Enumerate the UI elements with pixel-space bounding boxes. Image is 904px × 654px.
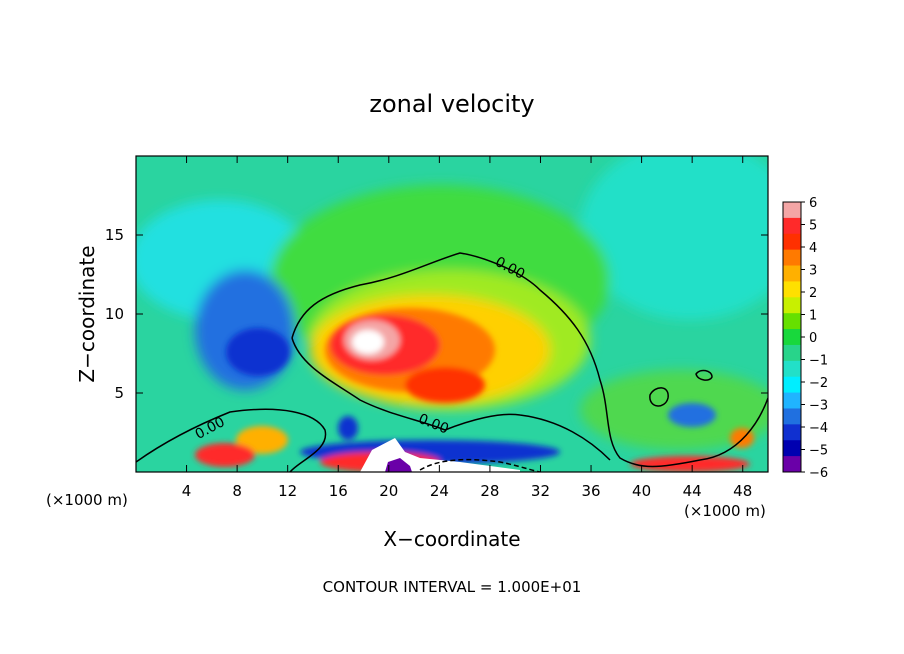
contour-interval-note: CONTOUR INTERVAL = 1.000E+01 — [323, 578, 582, 596]
y-axis-label: Z−coordinate — [75, 245, 99, 382]
colorbar-swatch — [783, 376, 801, 394]
field-red-lower — [405, 367, 485, 403]
x-tick-label: 16 — [329, 482, 348, 500]
colorbar-swatch — [783, 456, 801, 473]
negative-contour-bottom — [419, 458, 541, 472]
colorbar-tick-label: 4 — [809, 241, 817, 256]
colorbar-tick-label: 1 — [809, 309, 817, 324]
x-tick-label: 12 — [278, 482, 297, 500]
colorbar-tick-label: 5 — [809, 219, 817, 234]
y-tick-label: 15 — [105, 226, 124, 244]
colorbar-tick-label: −4 — [809, 421, 828, 436]
x-tick-label: 28 — [480, 482, 499, 500]
chart-title: zonal velocity — [369, 90, 534, 118]
colorbar: 6 5 4 3 2 1 0 −1 −2 −3 −4 −5 −6 — [782, 196, 828, 481]
colorbar-tick-label: −5 — [809, 444, 828, 459]
zero-contour-loop-a — [649, 387, 669, 407]
colorbar-tick-label: −2 — [809, 376, 828, 391]
colorbar-tick-label: 2 — [809, 286, 817, 301]
colorbar-tick-label: 0 — [809, 331, 817, 346]
plot-field — [136, 156, 768, 472]
colorbar-swatch — [783, 313, 801, 330]
x-tick-label: 24 — [430, 482, 449, 500]
colorbar-tick-label: −6 — [809, 466, 828, 481]
x-tick-label: 4 — [182, 482, 192, 500]
x-axis-label: X−coordinate — [383, 527, 520, 551]
field-left-orange — [236, 426, 288, 454]
colorbar-swatch — [783, 217, 801, 235]
field-purple-bottom — [385, 458, 412, 472]
colorbar-tick-label: 6 — [809, 196, 817, 211]
colorbar-swatch — [783, 297, 801, 314]
field-left-red — [195, 443, 255, 467]
colorbar-swatch — [783, 360, 801, 378]
colorbar-swatch — [783, 233, 801, 251]
field-right-blue — [668, 403, 716, 427]
colorbar-swatch — [783, 202, 801, 219]
colorbar-swatch — [783, 392, 801, 409]
x-tick-label: 40 — [632, 482, 651, 500]
zero-contour-left — [136, 408, 327, 472]
x-tick-label: 32 — [531, 482, 550, 500]
x-tick-label: 44 — [683, 482, 702, 500]
zero-contours — [136, 252, 768, 472]
field-upper-right — [580, 156, 768, 320]
field-bottom-right-red — [630, 456, 750, 472]
colorbar-tick-label: −1 — [809, 354, 828, 369]
colorbar-swatch — [783, 329, 801, 346]
field-white-max — [352, 330, 384, 354]
colorbar-tick-label: 3 — [809, 264, 817, 279]
colorbar-swatch — [783, 424, 801, 441]
x-unit-right: (×1000 m) — [684, 502, 766, 520]
colorbar-swatch — [783, 408, 801, 425]
x-tick-label: 20 — [379, 482, 398, 500]
y-axis: 5 10 15 — [105, 226, 768, 402]
field-dark-blue — [226, 328, 290, 376]
field-small-blue — [338, 416, 358, 440]
x-axis: 4 8 12 16 20 24 28 32 36 40 44 48 — [182, 156, 752, 500]
zero-contour-main — [291, 252, 768, 468]
colorbar-swatch — [783, 249, 801, 267]
y-tick-label: 5 — [114, 384, 124, 402]
colorbar-swatch — [783, 440, 801, 457]
x-unit-left: (×1000 m) — [46, 491, 128, 509]
colorbar-swatch — [783, 265, 801, 282]
y-tick-label: 10 — [105, 305, 124, 323]
colorbar-tick-label: −3 — [809, 399, 828, 414]
colorbar-swatch — [783, 344, 801, 362]
zero-contour-loop-b — [695, 369, 713, 381]
x-tick-label: 8 — [232, 482, 242, 500]
colorbar-swatch — [783, 281, 801, 298]
x-tick-label: 36 — [581, 482, 600, 500]
zero-contour-inner — [291, 337, 611, 461]
x-tick-label: 48 — [733, 482, 752, 500]
